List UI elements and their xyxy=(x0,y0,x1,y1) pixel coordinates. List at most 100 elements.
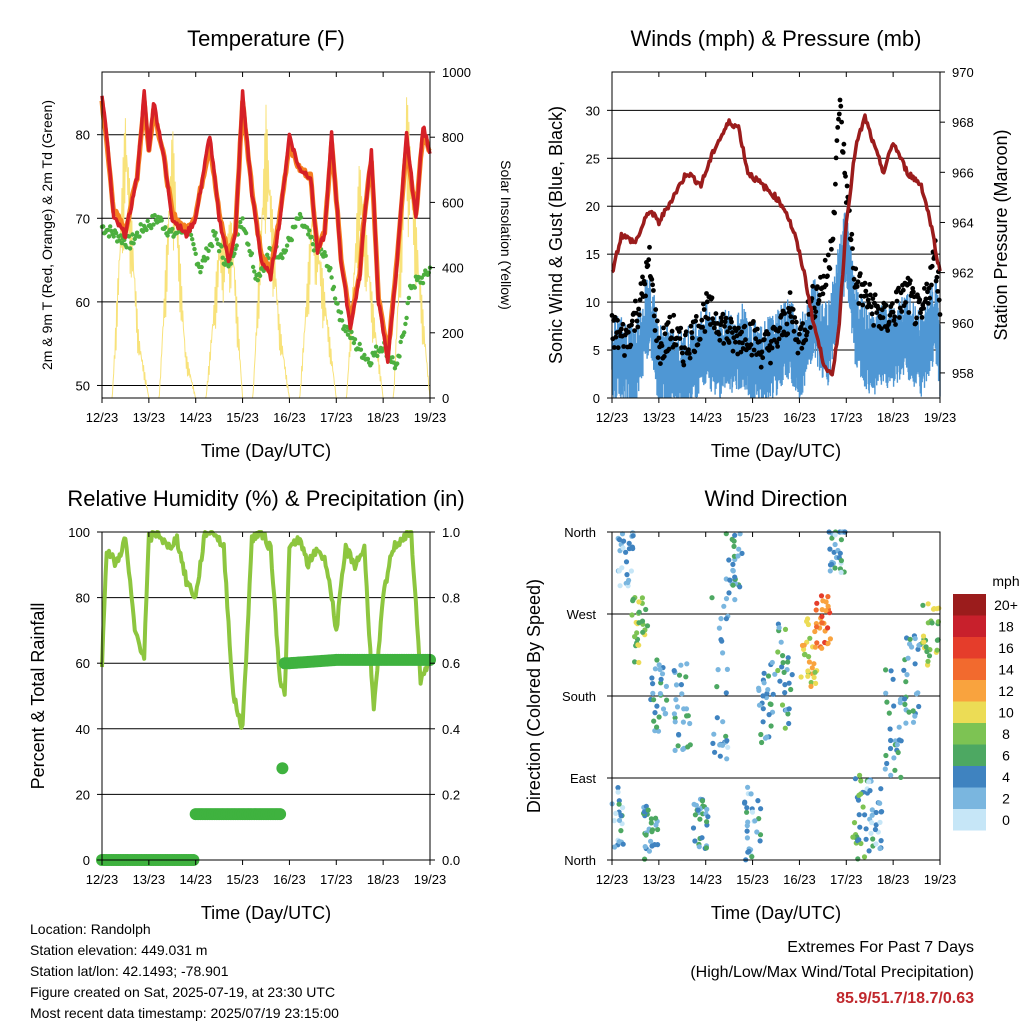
gust-point xyxy=(784,321,790,327)
direction-point xyxy=(801,646,807,653)
panel2-ytick-right-label: 968 xyxy=(952,115,974,130)
direction-point xyxy=(642,856,648,862)
direction-point xyxy=(786,720,792,727)
panel4-ytick-label: South xyxy=(562,689,596,704)
panel4-ytick-label: West xyxy=(567,607,597,622)
direction-point xyxy=(807,635,813,641)
direction-point xyxy=(657,691,664,697)
panel1-xtick-label: 17/23 xyxy=(320,410,353,425)
gust-point xyxy=(701,301,706,307)
dewpoint-point xyxy=(373,344,379,349)
panel3-ytick-label: 100 xyxy=(68,525,90,540)
gust-point xyxy=(923,296,929,302)
direction-point xyxy=(711,731,717,737)
direction-point xyxy=(651,718,657,724)
gust-point xyxy=(723,315,729,321)
gust-point xyxy=(739,329,744,335)
gust-point xyxy=(835,125,841,130)
direction-point xyxy=(819,613,825,620)
direction-point xyxy=(764,691,770,697)
gust-point xyxy=(768,360,773,366)
direction-point xyxy=(683,674,689,680)
direction-point xyxy=(724,666,731,673)
gust-point xyxy=(751,319,756,324)
direction-point xyxy=(749,809,756,815)
dewpoint-point xyxy=(138,222,143,227)
direction-point xyxy=(761,670,767,676)
direction-point xyxy=(679,691,685,697)
direction-point xyxy=(832,565,838,571)
direction-point xyxy=(770,691,776,697)
direction-point xyxy=(723,596,730,602)
gust-point xyxy=(765,331,771,337)
dewpoint-point xyxy=(293,224,298,229)
direction-point xyxy=(660,706,667,712)
direction-point xyxy=(636,620,642,626)
gust-point xyxy=(823,282,829,288)
direction-point xyxy=(655,826,661,833)
legend-label: 12 xyxy=(998,683,1014,699)
dewpoint-point xyxy=(108,224,113,229)
gust-point xyxy=(760,355,766,361)
gust-point xyxy=(880,315,886,320)
direction-point xyxy=(613,810,619,817)
info-created: Figure created on Sat, 2025-07-19, at 23… xyxy=(30,984,336,1000)
direction-point xyxy=(719,742,726,748)
gust-point xyxy=(665,320,671,325)
direction-point xyxy=(654,703,660,709)
direction-point xyxy=(736,546,742,552)
direction-point xyxy=(772,671,778,677)
dewpoint-point xyxy=(289,237,294,243)
info-latlon: Station lat/lon: 42.1493; -78.901 xyxy=(30,963,229,979)
gust-point xyxy=(879,326,884,331)
direction-point xyxy=(910,708,916,714)
dewpoint-point xyxy=(280,255,285,261)
panel3-ytick-label: 80 xyxy=(76,591,90,606)
direction-point xyxy=(876,800,882,806)
direction-point xyxy=(725,744,731,750)
panel1-xtick-label: 18/23 xyxy=(367,410,400,425)
gust-point xyxy=(740,340,745,346)
gust-point xyxy=(757,339,762,344)
dewpoint-point xyxy=(298,215,304,220)
gust-point xyxy=(811,305,817,311)
dewpoint-point xyxy=(404,315,409,321)
direction-point xyxy=(699,835,705,841)
gust-point xyxy=(693,318,698,324)
direction-point xyxy=(723,690,729,696)
panel3-ytick-label: 20 xyxy=(76,787,90,802)
gust-point xyxy=(753,336,759,342)
dewpoint-point xyxy=(188,232,194,238)
panel1-frame xyxy=(101,71,431,399)
gust-point xyxy=(894,298,900,304)
gust-point xyxy=(686,351,692,356)
dewpoint-point xyxy=(199,264,204,270)
gust-point xyxy=(874,310,880,315)
gust-point xyxy=(799,345,805,351)
legend-swatch xyxy=(953,680,986,702)
direction-point xyxy=(903,679,909,685)
dewpoint-point xyxy=(339,318,345,323)
legend-label: 16 xyxy=(998,640,1014,656)
panel4-xtick-label: 15/23 xyxy=(736,872,769,887)
panel1-ytick-right-label: 600 xyxy=(442,195,464,210)
gust-point xyxy=(929,282,934,288)
direction-point xyxy=(779,664,785,670)
gust-point xyxy=(716,331,722,337)
direction-point xyxy=(813,680,819,687)
direction-point xyxy=(745,819,751,825)
panel2-ytick-label: 15 xyxy=(586,247,600,262)
gust-point xyxy=(730,348,736,354)
direction-point xyxy=(663,710,669,717)
direction-point xyxy=(855,856,861,862)
direction-point xyxy=(726,557,732,563)
direction-point xyxy=(860,804,866,810)
direction-point xyxy=(798,674,804,680)
dewpoint-point xyxy=(105,227,111,233)
gust-point xyxy=(615,345,621,351)
panel3-xtick-label: 13/23 xyxy=(133,872,166,887)
direction-point xyxy=(930,606,937,612)
direction-point xyxy=(757,832,764,838)
direction-point xyxy=(891,703,897,709)
info-recent: Most recent data timestamp: 2025/07/19 2… xyxy=(30,1005,339,1021)
